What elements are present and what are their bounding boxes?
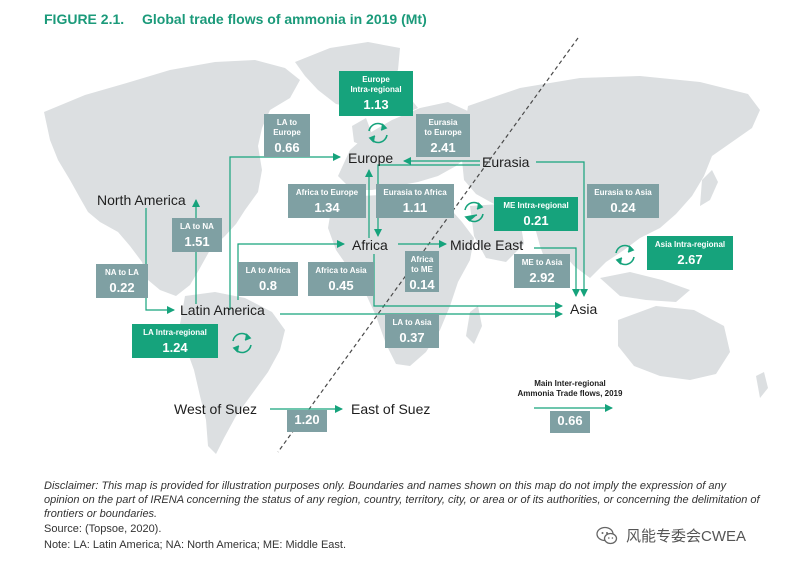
wechat-icon [596, 526, 618, 544]
flow-box-la-to-europe: LA to Europe 0.66 [264, 114, 310, 157]
flow-label: LA to Asia [392, 318, 432, 327]
flow-value: 1.11 [402, 200, 428, 215]
abbreviation-note: Note: LA: Latin America; NA: North Ameri… [44, 539, 347, 551]
region-label-latin-america: Latin America [180, 302, 265, 318]
flow-label: Eurasia to Africa [383, 188, 447, 197]
flow-value: 2.92 [529, 270, 555, 285]
legend-title: Main Inter-regional Ammonia Trade flows,… [510, 379, 630, 399]
flow-value: 0.66 [274, 140, 300, 155]
suez-divider-line [277, 37, 579, 453]
flow-value: 1.24 [162, 340, 188, 355]
region-label-europe: Europe [348, 150, 394, 166]
flow-label: Africa [410, 255, 434, 264]
flow-box-la-to-africa: LA to Africa 0.8 [238, 262, 298, 296]
figure-caption: Global trade flows of ammonia in 2019 (M… [142, 11, 427, 27]
flow-value: 0.14 [409, 277, 435, 292]
flow-label: Eurasia to Asia [594, 188, 652, 197]
flow-box-la-intra: LA Intra-regional 1.24 [132, 324, 218, 358]
flow-value: 1.20 [294, 412, 320, 427]
flow-box-la-to-na: LA to NA 1.51 [172, 218, 222, 252]
flow-label: LA to Africa [245, 266, 291, 275]
flow-box-eurasia-to-africa: Eurasia to Africa 1.11 [376, 184, 454, 218]
flow-value: 2.41 [430, 140, 456, 155]
flow-box-west-to-east-suez: 1.20 [287, 410, 327, 432]
flow-value: 0.8 [258, 278, 278, 293]
landmass-australia [618, 306, 730, 380]
flow-label: Europe [273, 128, 301, 137]
landmass-north-america [44, 60, 300, 296]
flow-box-africa-to-me: Africa to ME 0.14 [405, 251, 439, 292]
flow-value: 0.45 [328, 278, 354, 293]
flow-box-na-to-la: NA to LA 0.22 [96, 264, 148, 298]
flow-label: to ME [411, 265, 433, 274]
flow-label: LA to NA [180, 222, 214, 231]
flow-box-eurasia-to-europe: Eurasia to Europe 2.41 [416, 114, 470, 157]
flow-value: 0.21 [523, 213, 549, 228]
flow-value: 1.13 [363, 97, 389, 112]
legend-title-line: Main Inter-regional [534, 379, 606, 388]
landmass-new-zealand [756, 372, 768, 398]
flow-arrow-la-to-europe [229, 153, 341, 310]
flow-box-la-to-asia: LA to Asia 0.37 [385, 314, 439, 348]
flow-label: Africa to Asia [315, 266, 367, 275]
disclaimer-text: Disclaimer: This map is provided for ill… [44, 480, 760, 520]
landmass-japan [700, 170, 718, 206]
flow-label: Europe [362, 75, 390, 84]
flow-arrow-eurasia-to-asia [536, 161, 588, 297]
region-label-east-of-suez: East of Suez [351, 401, 431, 417]
region-label-africa: Africa [352, 237, 388, 253]
flow-box-africa-to-asia: Africa to Asia 0.45 [308, 262, 374, 296]
flow-box-europe-intra: Europe Intra-regional 1.13 [339, 71, 413, 116]
cycle-icon-middle-east [464, 201, 484, 223]
region-label-middle-east: Middle East [450, 237, 524, 253]
flow-arrow-na-to-la [145, 208, 175, 314]
cycle-icon-asia [615, 244, 635, 266]
flow-label: Eurasia [428, 118, 458, 127]
flow-box-me-to-asia: ME to Asia 2.92 [514, 254, 570, 288]
legend-value: 0.66 [557, 413, 583, 428]
flow-value: 1.34 [314, 200, 340, 215]
landmass-uk [352, 118, 372, 146]
figure-number: FIGURE 2.1. [44, 11, 125, 27]
flow-label: ME to Asia [521, 258, 563, 267]
watermark: 风能专委会CWEA [596, 525, 746, 546]
watermark-text: 风能专委会CWEA [626, 528, 747, 545]
flow-value: 2.67 [677, 252, 703, 267]
figure-title: FIGURE 2.1. Global trade flows of ammoni… [44, 11, 427, 27]
flow-label: Africa to Europe [295, 188, 359, 197]
flow-label: LA Intra-regional [143, 328, 207, 337]
flow-label: LA to [276, 118, 298, 127]
intra-regional-cycles [232, 122, 635, 354]
flow-value: 0.37 [399, 330, 425, 345]
flow-box-asia-intra: Asia Intra-regional 2.67 [647, 236, 733, 270]
region-label-west-of-suez: West of Suez [174, 401, 258, 417]
legend-value-box: 0.66 [550, 411, 590, 433]
flow-arrow-me-to-asia [534, 247, 580, 297]
cycle-icon-europe [368, 122, 388, 144]
flow-arrows [145, 153, 613, 413]
region-label-eurasia: Eurasia [482, 154, 530, 170]
flow-label: Intra-regional [350, 85, 402, 94]
flow-box-me-intra: ME Intra-regional 0.21 [494, 197, 578, 231]
landmass-southeast-asia [600, 272, 690, 302]
flow-label: NA to LA [105, 268, 139, 277]
flow-box-eurasia-to-asia: Eurasia to Asia 0.24 [587, 184, 659, 218]
region-label-asia: Asia [570, 301, 598, 317]
flow-arrow-africa-to-asia [373, 254, 563, 310]
legend-title-line: Ammonia Trade flows, 2019 [517, 389, 623, 398]
flow-value: 0.24 [610, 200, 636, 215]
region-label-north-america: North America [97, 192, 186, 208]
landmass-madagascar [466, 306, 482, 344]
flow-value: 0.22 [109, 280, 135, 295]
flow-label: ME Intra-regional [503, 201, 569, 210]
cycle-icon-latin-america [232, 332, 252, 354]
source-note: Source: (Topsoe, 2020). [44, 523, 162, 535]
flow-label: Asia Intra-regional [654, 240, 726, 249]
flow-label: to Europe [424, 128, 462, 137]
flow-value: 1.51 [184, 234, 210, 249]
flow-box-africa-to-europe: Africa to Europe 1.34 [288, 184, 366, 218]
